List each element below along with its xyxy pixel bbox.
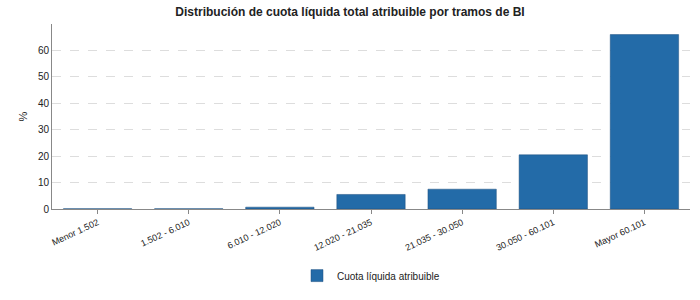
svg-text:0: 0 xyxy=(43,204,49,215)
svg-text:60: 60 xyxy=(38,45,50,56)
svg-text:30.050 - 60.101: 30.050 - 60.101 xyxy=(495,217,556,253)
svg-text:20: 20 xyxy=(38,151,50,162)
svg-text:40: 40 xyxy=(38,98,50,109)
svg-text:30: 30 xyxy=(38,124,50,135)
svg-text:Menor 1.502: Menor 1.502 xyxy=(50,217,100,247)
svg-text:50: 50 xyxy=(38,71,50,82)
svg-text:6.010 - 12.020: 6.010 - 12.020 xyxy=(226,217,283,251)
svg-text:%: % xyxy=(17,111,29,121)
svg-text:Mayor 60.101: Mayor 60.101 xyxy=(593,217,647,249)
svg-text:Distribución de cuota líquida: Distribución de cuota líquida total atri… xyxy=(175,5,524,19)
svg-text:21.035 - 30.050: 21.035 - 30.050 xyxy=(404,217,465,253)
svg-text:12.020 - 21.035: 12.020 - 21.035 xyxy=(312,217,373,253)
svg-text:10: 10 xyxy=(38,177,50,188)
svg-text:1.502 - 6.010: 1.502 - 6.010 xyxy=(139,217,191,248)
svg-text:Cuota líquida atribuible: Cuota líquida atribuible xyxy=(337,271,440,282)
